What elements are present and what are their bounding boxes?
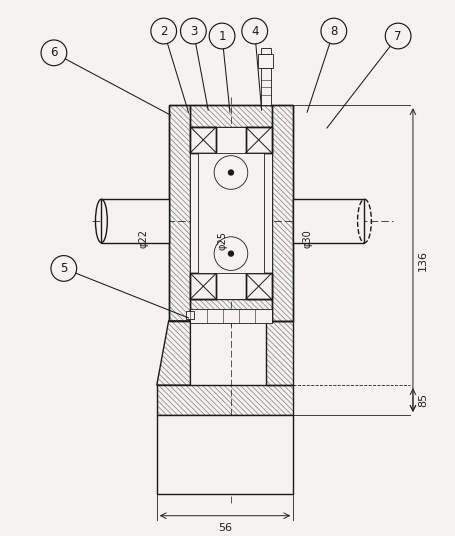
Bar	[190, 309, 272, 323]
Circle shape	[228, 251, 233, 256]
Text: 3: 3	[190, 25, 197, 38]
Text: 8: 8	[330, 25, 338, 38]
Text: 136: 136	[418, 250, 428, 271]
Text: 56: 56	[218, 523, 232, 533]
Text: 4: 4	[251, 25, 258, 38]
Text: φ22: φ22	[139, 229, 149, 248]
Text: 2: 2	[160, 25, 167, 38]
Bar	[187, 311, 194, 319]
Bar	[258, 54, 273, 68]
Bar	[190, 127, 272, 299]
Bar	[169, 105, 293, 321]
Bar	[198, 153, 263, 273]
Bar	[261, 68, 271, 105]
Bar	[157, 415, 293, 494]
Text: 7: 7	[394, 29, 402, 42]
Text: φ30: φ30	[302, 229, 312, 248]
Bar	[261, 48, 271, 54]
Text: φ25: φ25	[217, 231, 227, 250]
Text: 5: 5	[60, 262, 67, 275]
Text: 85: 85	[418, 393, 428, 407]
Circle shape	[228, 170, 233, 175]
Bar	[101, 199, 169, 243]
Text: 1: 1	[218, 29, 226, 42]
Bar	[293, 199, 364, 243]
Text: 6: 6	[50, 46, 58, 59]
